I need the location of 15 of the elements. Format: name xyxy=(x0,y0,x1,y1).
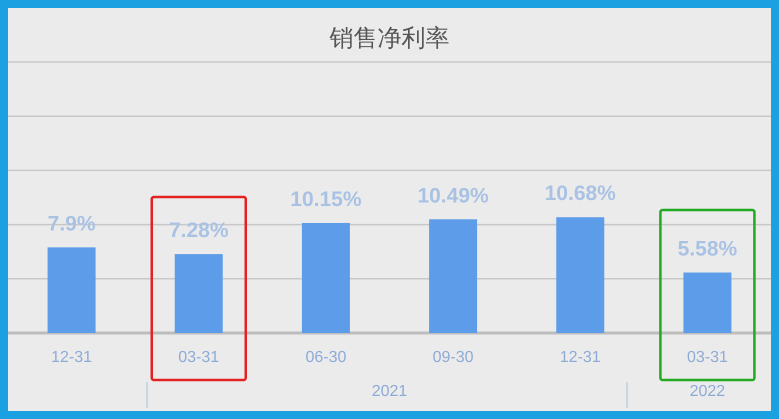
x-tick-label: 06-30 xyxy=(305,349,346,366)
data-label: 10.68% xyxy=(544,182,616,206)
data-label: 10.49% xyxy=(417,184,490,208)
x-tick-label: 03-31 xyxy=(178,349,220,366)
chart-title: 销售净利率 xyxy=(328,25,450,52)
text: 2022 xyxy=(690,383,726,400)
data-label: 10.15% xyxy=(290,188,362,211)
x-tick-label: 12-31 xyxy=(560,349,601,366)
x-tick-label: 03-31 xyxy=(686,349,728,366)
data-label: 7.9% xyxy=(48,212,96,236)
x-tick-label: 09-30 xyxy=(432,349,474,366)
data-label: 5.58% xyxy=(678,238,738,261)
x-tick-label: 12-31 xyxy=(51,349,92,366)
data-label: 7.28% xyxy=(168,219,229,242)
text: 2021 xyxy=(372,383,408,400)
